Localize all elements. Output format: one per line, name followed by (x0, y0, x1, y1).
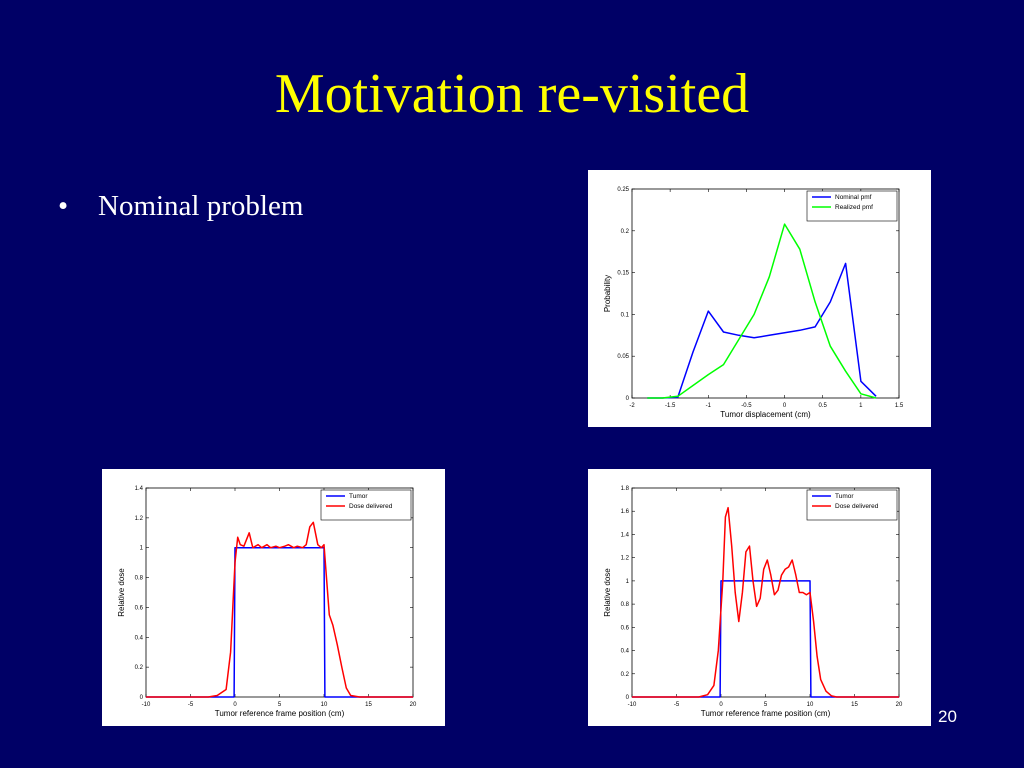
pmf-series-2-line (647, 223, 877, 399)
bullet-text: Nominal problem (98, 190, 304, 222)
dose-realized-legend-box (806, 489, 898, 521)
dose-realized-y-tick-label: 0.6 (621, 625, 630, 631)
dose-nominal-legend-label: Tumor (349, 493, 368, 500)
dose-realized-y-tick-label: 1.2 (621, 556, 630, 562)
pmf-x-tick-label: 0 (783, 403, 787, 409)
dose-realized-x-tick-label: -10 (628, 702, 637, 708)
dose-realized-legend-label: Tumor (835, 493, 854, 500)
dose-realized-legend-label: Dose delivered (835, 503, 879, 510)
dose-nominal-y-tick-label: 1.2 (135, 516, 144, 522)
pmf-y-tick-label: 0.15 (617, 271, 629, 277)
dose-nominal-y-tick-label: 0.8 (135, 576, 144, 582)
pmf-x-tick-label: -1 (706, 403, 712, 409)
dose-realized-x-tick-label: 20 (896, 702, 903, 708)
pmf-x-tick-label: -1.5 (665, 403, 676, 409)
dose-nominal-x-tick-label: -10 (142, 702, 151, 708)
pmf-y-tick-label: 0.2 (621, 229, 630, 235)
dose-realized-y-tick-label: 1 (626, 579, 630, 585)
pmf-y-tick-label: 0 (626, 396, 630, 402)
dose-nominal-x-axis-label: Tumor reference frame position (cm) (215, 709, 345, 718)
pmf-y-tick-label: 0.25 (617, 187, 629, 193)
dose-nominal-y-tick-label: 0.6 (135, 605, 144, 611)
bullet-dot: • (58, 190, 69, 222)
pmf-y-tick-label: 0.05 (617, 354, 629, 360)
dose-chart-realized: -10 -5 0 5 10 15 20 0 0.2 0.4 0.6 0.8 1 1.2 1.4 1.6 1.8 T… (603, 486, 903, 718)
dose-nominal-y-tick-label: 0 (140, 695, 144, 701)
pmf-chart: -2 -1.5 -1 -0.5 0 0.5 1 1.5 0 0.05 0.1 0.15 0.2 0.25 T… (603, 187, 904, 419)
pmf-x-tick-label: 1.5 (895, 403, 904, 409)
dose-realized-y-axis-label: Relative dose (603, 568, 612, 617)
dose-nominal-legend-box (320, 489, 412, 521)
pmf-plot-area (631, 188, 900, 399)
pmf-y-tick-label: 0.1 (621, 312, 630, 318)
dose-realized-x-tick-label: -5 (674, 702, 680, 708)
dose-realized-x-tick-label: 5 (764, 702, 768, 708)
dose-nominal-x-tick-label: 0 (233, 702, 237, 708)
pmf-x-tick-label: 1 (859, 403, 863, 409)
dose-realized-y-tick-label: 0.4 (621, 649, 630, 655)
dose-nominal-y-tick-label: 0.2 (135, 665, 144, 671)
pmf-y-axis-label: Probability (603, 275, 612, 312)
dose-realized-y-tick-label: 0 (626, 695, 630, 701)
dose-nominal-x-tick-label: 15 (365, 702, 372, 708)
dose-nominal-x-tick-label: 10 (321, 702, 328, 708)
dose-realized-y-tick-label: 0.8 (621, 602, 630, 608)
pmf-x-tick-label: 0.5 (819, 403, 828, 409)
pmf-legend-label: Nominal pmf (835, 194, 872, 201)
dose-realized-x-axis-label: Tumor reference frame position (cm) (701, 709, 831, 718)
dose-nominal-y-tick-label: 0.4 (135, 635, 144, 641)
pmf-x-axis-label: Tumor displacement (cm) (720, 410, 811, 419)
dose-realized-y-tick-label: 0.2 (621, 672, 630, 678)
dose-realized-x-tick-label: 10 (807, 702, 814, 708)
dose-realized-series-1-line (632, 580, 899, 698)
dose-nominal-y-tick-label: 1.4 (135, 486, 144, 492)
chart-panel-pmf: -2 -1.5 -1 -0.5 0 0.5 1 1.5 0 0.05 0.1 0.15 0.2 0.25 T… (588, 170, 931, 427)
dose-nominal-x-tick-label: 20 (410, 702, 417, 708)
bullet-item: • Nominal problem (58, 190, 303, 223)
pmf-x-tick-label: -2 (629, 403, 635, 409)
chart-panel-dose-realized: -10 -5 0 5 10 15 20 0 0.2 0.4 0.6 0.8 1 1.2 1.4 1.6 1.8 T… (588, 469, 931, 726)
dose-realized-y-tick-label: 1.8 (621, 486, 630, 492)
dose-nominal-x-tick-label: 5 (278, 702, 282, 708)
pmf-legend-label: Realized pmf (835, 204, 873, 211)
dose-nominal-y-axis-label: Relative dose (117, 568, 126, 617)
chart-panel-dose-nominal: -10 -5 0 5 10 15 20 0 0.2 0.4 0.6 0.8 1 1.2 1.4 Tumor r… (102, 469, 445, 726)
dose-realized-x-tick-label: 15 (851, 702, 858, 708)
dose-realized-y-tick-label: 1.4 (621, 532, 630, 538)
dose-nominal-series-2-line (146, 521, 413, 698)
page-number: 20 (938, 707, 957, 726)
dose-nominal-y-tick-label: 1 (140, 546, 144, 552)
dose-chart-nominal: -10 -5 0 5 10 15 20 0 0.2 0.4 0.6 0.8 1 1.2 1.4 Tumor r… (117, 486, 417, 718)
pmf-legend-box (806, 190, 898, 222)
pmf-x-tick-label: -0.5 (741, 403, 752, 409)
dose-nominal-x-tick-label: -5 (188, 702, 194, 708)
dose-realized-plot-area (631, 487, 900, 698)
dose-realized-y-tick-label: 1.6 (621, 509, 630, 515)
slide-title: Motivation re-visited (274, 63, 750, 125)
dose-nominal-legend-label: Dose delivered (349, 503, 393, 510)
dose-realized-x-tick-label: 0 (719, 702, 723, 708)
pmf-series-1-line (647, 262, 877, 399)
dose-realized-series-2-line (632, 506, 899, 698)
